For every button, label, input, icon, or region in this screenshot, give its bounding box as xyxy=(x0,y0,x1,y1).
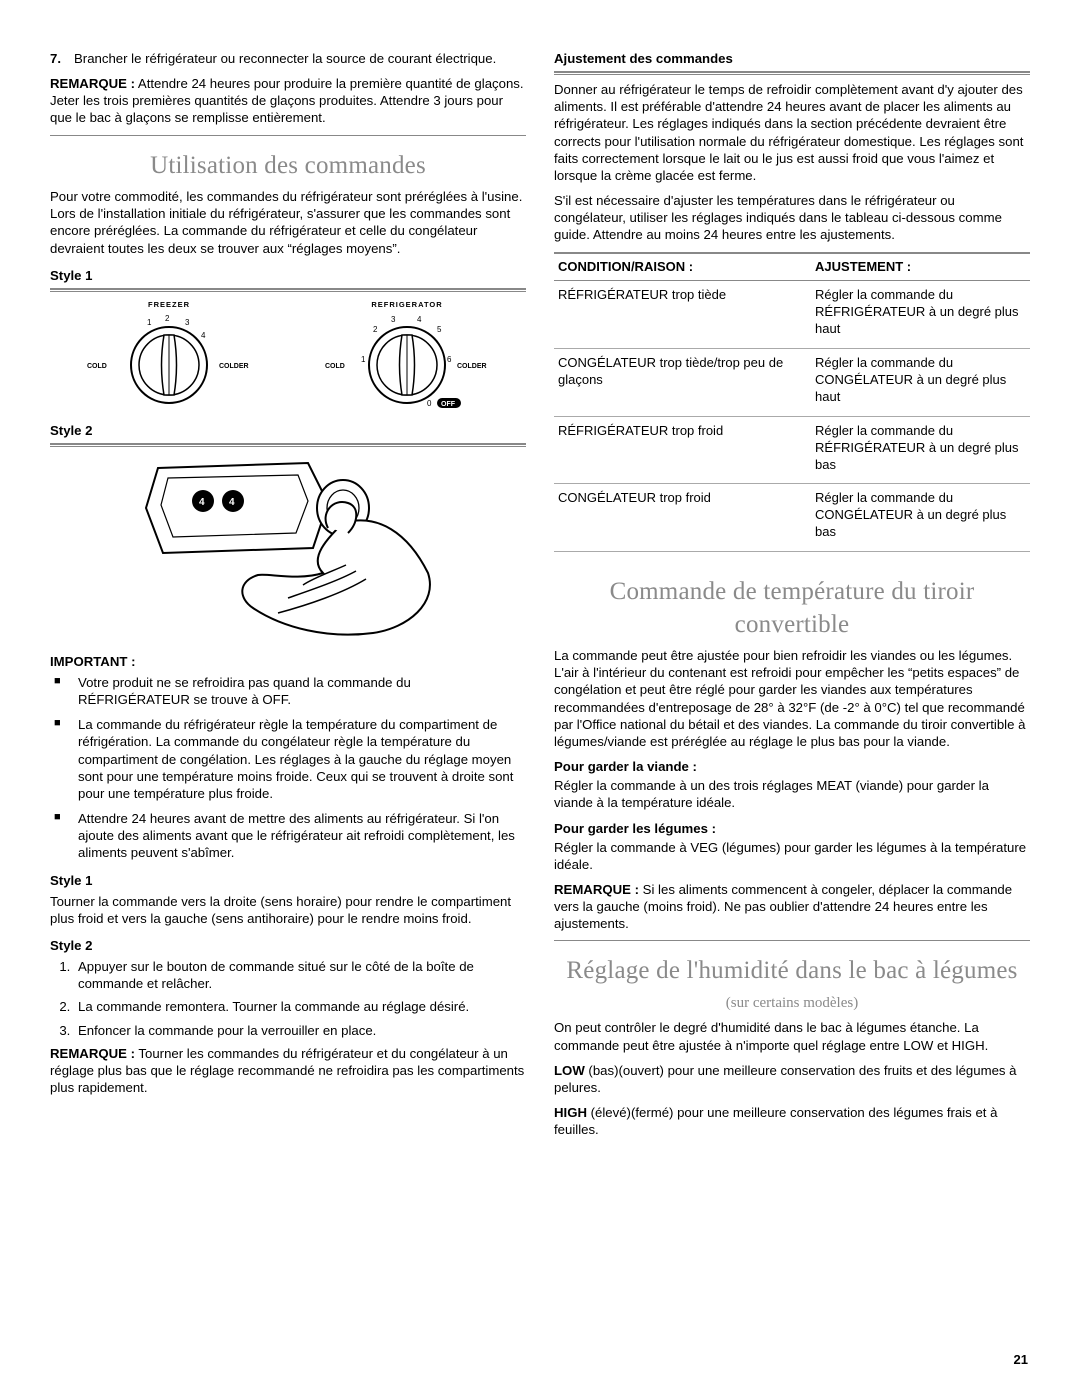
step-7-number: 7. xyxy=(50,50,74,69)
freezer-dial-svg: 1 2 3 4 COLD COLDER xyxy=(79,310,259,410)
cell-ajust: Régler la commande du RÉFRIGÉRATEUR à un… xyxy=(811,281,1030,349)
style2-step-1: Appuyer sur le bouton de commande situé … xyxy=(74,958,526,992)
svg-text:0: 0 xyxy=(427,399,432,408)
high-text: (élevé)(fermé) pour une meilleure conser… xyxy=(554,1105,997,1137)
style2-label: Style 2 xyxy=(50,422,526,439)
svg-text:1: 1 xyxy=(361,355,366,364)
intro-text: Pour votre commodité, les commandes du r… xyxy=(50,188,526,257)
humid-p1: On peut contrôler le degré d'humidité da… xyxy=(554,1019,1030,1053)
th-condition: CONDITION/RAISON : xyxy=(554,253,811,281)
garder-viande-label: Pour garder la viande : xyxy=(554,758,1030,775)
svg-text:COLD: COLD xyxy=(325,363,345,370)
refrigerator-dial-svg: 2 3 4 5 1 6 COLD COLDER 0 OFF xyxy=(317,310,497,410)
low-label: LOW xyxy=(554,1063,585,1078)
important-list: Votre produit ne se refroidira pas quand… xyxy=(50,674,526,862)
table-row: CONGÉLATEUR trop tiède/trop peu de glaço… xyxy=(554,349,1030,417)
remarque-label: REMARQUE : xyxy=(50,76,135,91)
important-label: IMPORTANT : xyxy=(50,653,526,670)
page-number: 21 xyxy=(1014,1352,1028,1369)
svg-text:COLD: COLD xyxy=(87,363,107,370)
important-item-2: La commande du réfrigérateur règle la te… xyxy=(74,716,526,802)
refrigerator-dial: REFRIGERATOR 2 3 4 5 1 6 COLD COLDER 0 xyxy=(317,300,497,410)
svg-text:4: 4 xyxy=(199,497,205,508)
svg-text:OFF: OFF xyxy=(441,401,456,408)
garder-legumes-label: Pour garder les légumes : xyxy=(554,820,1030,837)
svg-text:1: 1 xyxy=(147,318,152,327)
garder-viande-text: Régler la commande à un des trois réglag… xyxy=(554,777,1030,811)
refrigerator-caption: REFRIGERATOR xyxy=(317,300,497,310)
heading-tiroir: Commande de température du tiroir conver… xyxy=(554,576,1030,641)
svg-text:4: 4 xyxy=(229,497,235,508)
dial-diagrams: FREEZER 1 2 3 4 COLD COLDER REFRIGERATOR xyxy=(50,300,526,410)
adjustment-table: CONDITION/RAISON : AJUSTEMENT : RÉFRIGÉR… xyxy=(554,252,1030,553)
ajustement-header: Ajustement des commandes xyxy=(554,50,1030,67)
svg-text:6: 6 xyxy=(447,355,452,364)
important-item-1: Votre produit ne se refroidira pas quand… xyxy=(74,674,526,708)
th-ajustement: AJUSTEMENT : xyxy=(811,253,1030,281)
heading-utilisation: Utilisation des commandes xyxy=(50,150,526,183)
cell-condition: CONGÉLATEUR trop tiède/trop peu de glaço… xyxy=(554,349,811,417)
hand-diagram-svg: 4 4 xyxy=(128,453,448,643)
cell-condition: CONGÉLATEUR trop froid xyxy=(554,484,811,552)
svg-text:2: 2 xyxy=(165,314,170,323)
ajust-p2: S'il est nécessaire d'ajuster les tempér… xyxy=(554,192,1030,243)
humid-subtitle: (sur certains modèles) xyxy=(554,994,1030,1014)
low-line: LOW (bas)(ouvert) pour une meilleure con… xyxy=(554,1062,1030,1096)
cell-condition: RÉFRIGÉRATEUR trop tiède xyxy=(554,281,811,349)
svg-text:5: 5 xyxy=(437,325,442,334)
cell-ajust: Régler la commande du CONGÉLATEUR à un d… xyxy=(811,484,1030,552)
high-label: HIGH xyxy=(554,1105,587,1120)
svg-text:4: 4 xyxy=(201,331,206,340)
low-text: (bas)(ouvert) pour une meilleure conserv… xyxy=(554,1063,1017,1095)
heading-humidite: Réglage de l'humidité dans le bac à légu… xyxy=(554,955,1030,988)
high-line: HIGH (élevé)(fermé) pour une meilleure c… xyxy=(554,1104,1030,1138)
style1b-label: Style 1 xyxy=(50,872,526,889)
svg-text:3: 3 xyxy=(391,315,396,324)
table-row: RÉFRIGÉRATEUR trop tiède Régler la comma… xyxy=(554,281,1030,349)
important-item-3: Attendre 24 heures avant de mettre des a… xyxy=(74,810,526,861)
svg-text:COLDER: COLDER xyxy=(457,363,487,370)
ajust-rule xyxy=(554,71,1030,75)
cell-condition: RÉFRIGÉRATEUR trop froid xyxy=(554,416,811,484)
remarque3-label: REMARQUE : xyxy=(554,882,639,897)
freezer-caption: FREEZER xyxy=(79,300,259,310)
remarque-3: REMARQUE : Si les aliments commencent à … xyxy=(554,881,1030,932)
freezer-dial: FREEZER 1 2 3 4 COLD COLDER xyxy=(79,300,259,410)
hand-diagram: 4 4 xyxy=(128,453,448,643)
style2-rule xyxy=(50,443,526,447)
table-row: CONGÉLATEUR trop froid Régler la command… xyxy=(554,484,1030,552)
remarque-top: REMARQUE : Attendre 24 heures pour produ… xyxy=(50,75,526,126)
garder-legumes-text: Régler la commande à VEG (légumes) pour … xyxy=(554,839,1030,873)
style2b-label: Style 2 xyxy=(50,937,526,954)
divider-humid xyxy=(554,940,1030,941)
divider xyxy=(50,135,526,136)
svg-text:2: 2 xyxy=(373,325,378,334)
style2-step-2: La commande remontera. Tourner la comman… xyxy=(74,998,526,1015)
style1-text: Tourner la commande vers la droite (sens… xyxy=(50,893,526,927)
style1-rule xyxy=(50,288,526,292)
cell-ajust: Régler la commande du RÉFRIGÉRATEUR à un… xyxy=(811,416,1030,484)
step-7-text: Brancher le réfrigérateur ou reconnecter… xyxy=(74,50,496,67)
tiroir-text: La commande peut être ajustée pour bien … xyxy=(554,647,1030,750)
remarque2-label: REMARQUE : xyxy=(50,1046,135,1061)
left-column: 7. Brancher le réfrigérateur ou reconnec… xyxy=(50,50,526,1146)
table-row: RÉFRIGÉRATEUR trop froid Régler la comma… xyxy=(554,416,1030,484)
svg-text:4: 4 xyxy=(417,315,422,324)
right-column: Ajustement des commandes Donner au réfri… xyxy=(554,50,1030,1146)
ajust-p1: Donner au réfrigérateur le temps de refr… xyxy=(554,81,1030,184)
style1-label: Style 1 xyxy=(50,267,526,284)
style2-steps: Appuyer sur le bouton de commande situé … xyxy=(50,958,526,1039)
svg-text:COLDER: COLDER xyxy=(219,363,249,370)
two-column-layout: 7. Brancher le réfrigérateur ou reconnec… xyxy=(50,50,1030,1146)
style2-step-3: Enfoncer la commande pour la verrouiller… xyxy=(74,1022,526,1039)
svg-text:3: 3 xyxy=(185,318,190,327)
remarque-2: REMARQUE : Tourner les commandes du réfr… xyxy=(50,1045,526,1096)
cell-ajust: Régler la commande du CONGÉLATEUR à un d… xyxy=(811,349,1030,417)
step-7: 7. Brancher le réfrigérateur ou reconnec… xyxy=(50,50,526,69)
